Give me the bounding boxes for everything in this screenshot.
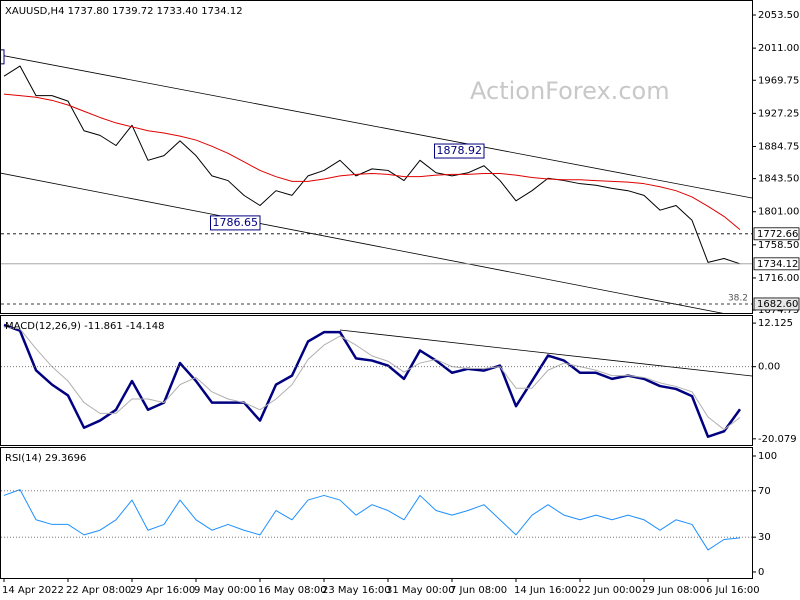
x-tick-label: 29 Apr 16:00 — [130, 585, 195, 596]
y-tick-label: 100 — [758, 451, 777, 462]
x-tick-label: 7 Jun 08:00 — [450, 585, 507, 596]
x-tick-label: 22 Jun 00:00 — [578, 585, 642, 596]
fib-label: 38.2 — [728, 293, 748, 303]
x-tick-label: 23 May 16:00 — [322, 585, 391, 596]
macd-panel — [0, 315, 753, 446]
level-label-box — [753, 257, 800, 271]
y-tick-label: 2053.50 — [758, 10, 799, 21]
y-tick-label: 2011.00 — [758, 43, 799, 54]
y-tick-label: -20.079 — [758, 434, 797, 445]
x-tick-label: 22 Apr 08:00 — [66, 585, 131, 596]
price-box-label: 3 — [0, 50, 2, 63]
panel-plot: 3 1786.65 1878.92 — [0, 49, 741, 265]
y-tick-label: 70 — [758, 486, 771, 497]
x-tick-label: 6 Jul 16:00 — [706, 585, 760, 596]
panel-title: RSI(14) 29.3696 — [5, 453, 86, 464]
x-tick-label: 16 May 08:00 — [258, 585, 327, 596]
panel-plot — [3, 323, 742, 438]
upper-channel — [1, 54, 752, 199]
x-tick-label: 14 Jun 16:00 — [514, 585, 578, 596]
price-box — [1, 49, 5, 65]
rsi-panel — [0, 447, 753, 579]
y-tick-label: 1927.25 — [758, 108, 799, 119]
y-tick-label: 1884.75 — [758, 141, 799, 152]
series-line — [3, 326, 741, 431]
y-tick-label: 1758.50 — [758, 240, 799, 251]
y-tick-label: 1969.75 — [758, 75, 799, 86]
y-tick-label: 1843.50 — [758, 174, 799, 185]
series-line — [3, 93, 741, 231]
x-tick-label: 9 May 00:00 — [194, 585, 256, 596]
y-tick-label: 12.125 — [758, 318, 793, 329]
channel — [1, 54, 752, 313]
price-panel — [0, 0, 753, 314]
series-line — [3, 489, 741, 551]
panel-plot — [3, 489, 741, 551]
level-label: 1682.60 — [757, 299, 798, 310]
y-tick-label: 1674.75 — [758, 305, 799, 316]
macd-trendline — [339, 329, 753, 377]
price-box — [434, 143, 485, 159]
panel-title: XAUUSD,H4 1737.80 1739.72 1733.40 1734.1… — [5, 6, 243, 17]
price-box-label: 1878.92 — [437, 144, 483, 157]
y-tick-label: 0 — [758, 567, 764, 578]
x-tick-label: 29 Jun 08:00 — [642, 585, 706, 596]
panel-title: MACD(12,26,9) -11.861 -14.148 — [5, 321, 165, 332]
level-label-box — [753, 227, 800, 241]
y-tick-label: 30 — [758, 532, 771, 543]
watermark: ActionForex.com — [470, 77, 670, 105]
lower-channel — [1, 172, 724, 313]
level-label: 1734.12 — [757, 259, 798, 270]
x-tick-label: 31 May 00:00 — [386, 585, 455, 596]
level-label: 1772.66 — [757, 229, 798, 240]
series-line — [3, 323, 742, 438]
price-box-label: 1786.65 — [213, 216, 259, 229]
series-line — [3, 65, 741, 265]
price-box — [210, 215, 261, 231]
y-tick-label: 1801.00 — [758, 207, 799, 218]
y-tick-label: 1716.00 — [758, 273, 799, 284]
y-tick-label: 0.00 — [758, 362, 780, 373]
level-label-box — [753, 297, 800, 311]
x-tick-label: 14 Apr 2022 — [2, 585, 64, 596]
